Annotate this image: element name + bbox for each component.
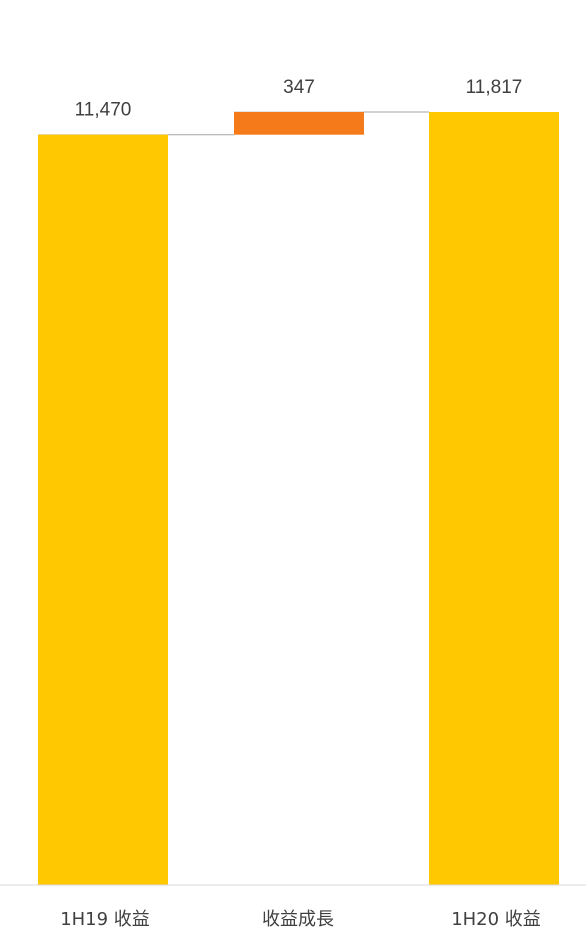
- bar-1h19-revenue: [38, 134, 168, 886]
- data-label-3: 11,817: [466, 77, 523, 98]
- data-label-1: 11,470: [75, 100, 132, 121]
- bar-revenue-growth: [234, 112, 364, 135]
- category-label-3: 1H20 收益: [451, 909, 541, 929]
- data-label-2: 347: [283, 77, 315, 98]
- category-label-2: 收益成長: [262, 909, 334, 929]
- bar-1h20-revenue: [429, 112, 559, 885]
- category-labels: 1H19 收益 收益成長 1H20 收益: [60, 909, 541, 929]
- data-labels: 11,470 347 11,817: [75, 77, 523, 121]
- bar-series: [38, 112, 559, 886]
- category-label-1: 1H19 收益: [60, 909, 150, 929]
